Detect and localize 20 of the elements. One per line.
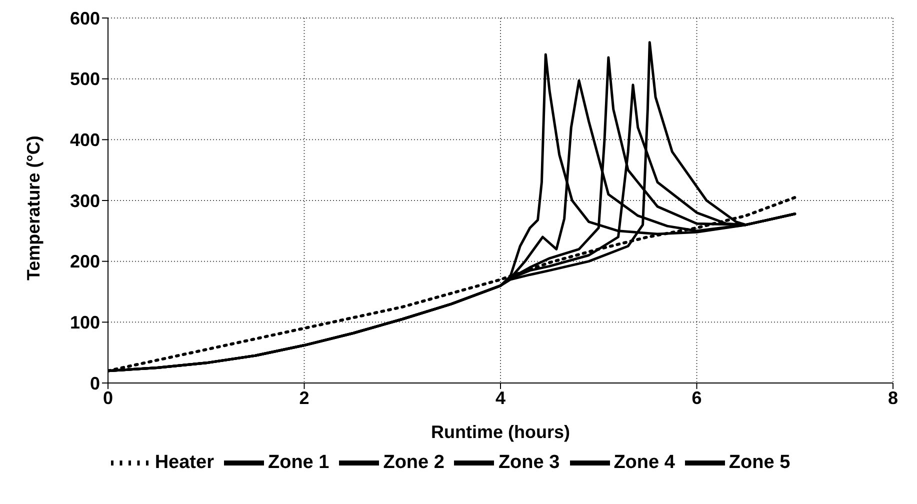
y-tick-label: 600 [70,8,100,28]
legend-label: Zone 5 [728,452,790,474]
y-tick-label: 400 [70,130,100,150]
y-tick-label: 100 [70,312,100,333]
y-axis-title: Temperature (°C) [23,136,44,280]
legend-label: Zone 4 [614,452,675,474]
x-tick-label: 6 [692,388,702,408]
y-tick-label: 0 [90,373,100,394]
x-tick-label: 2 [299,388,310,408]
x-tick-label: 8 [888,388,898,408]
x-axis-title: Runtime (hours) [431,422,570,442]
y-tick-label: 200 [70,252,100,272]
x-tick-label: 4 [495,388,506,408]
legend-label: Zone 3 [498,452,560,474]
legend-label: Heater [154,452,214,474]
legend-label: Zone 2 [383,452,444,474]
x-tick-label: 0 [102,388,114,408]
legend-label: Zone 1 [268,452,330,474]
y-tick-label: 500 [70,69,100,90]
y-tick-label: 300 [70,190,100,211]
